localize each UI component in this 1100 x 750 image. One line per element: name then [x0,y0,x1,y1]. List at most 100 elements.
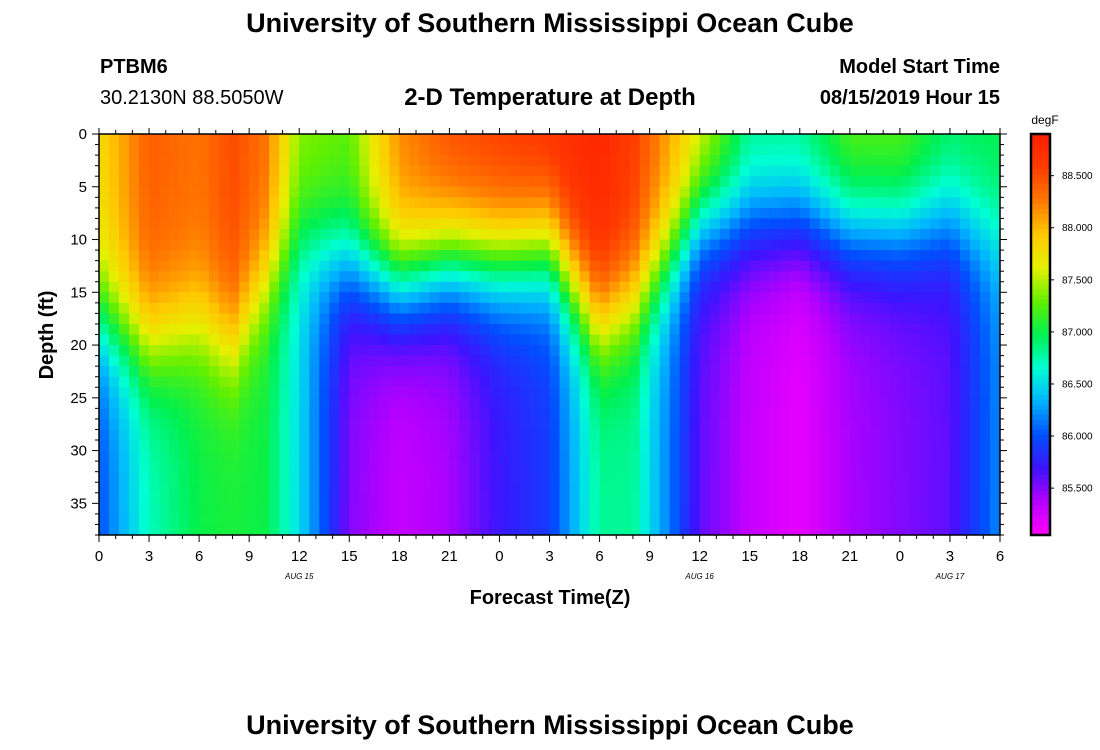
heatmap-cell [309,271,320,283]
heatmap-cell [139,271,150,283]
colorbar-swatch [1031,219,1050,225]
heatmap-cell [529,387,541,399]
heatmap-cell [459,218,471,230]
heatmap-cell [359,271,370,283]
heatmap-cell [209,440,220,452]
heatmap-cell [639,186,651,198]
heatmap-cell [679,355,691,367]
heatmap-cell [329,366,340,378]
heatmap-cell [639,260,651,272]
heatmap-cell [539,323,551,336]
heatmap-cell [519,334,531,346]
heatmap-cell [389,450,400,462]
heatmap-cell [779,513,791,526]
colorbar-swatch [1031,139,1050,145]
heatmap-cell [219,471,230,483]
heatmap-cell [929,482,941,494]
heatmap-cell [899,134,911,146]
heatmap-cell [309,228,320,241]
heatmap-cell [179,239,190,251]
heatmap-cell [849,155,861,167]
heatmap-cell [479,440,491,452]
heatmap-cell [979,503,991,515]
heatmap-cell [589,334,601,346]
heatmap-cell [329,260,340,272]
heatmap-cell [639,228,651,241]
heatmap-cell [849,492,861,504]
heatmap-cell [969,429,981,441]
heatmap-cell [429,334,440,346]
heatmap-cell [569,323,581,336]
heatmap-cell [489,155,501,167]
heatmap-cell [359,355,370,367]
heatmap-cell [819,513,831,526]
heatmap-cell [639,197,651,209]
heatmap-cell [229,418,240,431]
heatmap-cell [909,271,921,283]
heatmap-cell [939,471,951,483]
heatmap-cell [469,450,481,462]
heatmap-cell [669,323,681,336]
heatmap-cell [379,376,390,388]
heatmap-cell [949,492,961,504]
heatmap-cell [599,313,611,325]
heatmap-cell [619,250,631,262]
heatmap-cell [169,503,180,515]
heatmap-cell [299,271,310,283]
heatmap-cell [549,207,561,220]
heatmap-cell [949,397,961,409]
heatmap-cell [619,492,631,504]
heatmap-cell [509,513,521,526]
heatmap-cell [659,503,671,515]
heatmap-cell [509,492,521,504]
date-label: AUG 16 [684,572,714,581]
heatmap-cell [219,281,230,293]
heatmap-cell [659,355,671,367]
heatmap-cell [659,250,671,262]
heatmap-cell [409,355,420,367]
heatmap-cell [789,355,801,367]
heatmap-cell [289,323,300,336]
heatmap-cell [129,228,140,241]
heatmap-cell [369,503,380,515]
heatmap-cell [649,292,661,304]
heatmap-cell [719,207,731,220]
heatmap-cell [939,134,951,146]
heatmap-cell [869,492,881,504]
heatmap-cell [609,376,621,388]
heatmap-cell [179,165,190,177]
heatmap-cell [769,366,781,378]
heatmap-cell [979,281,991,293]
heatmap-cell [889,440,901,452]
heatmap-cell [649,271,661,283]
heatmap-cell [99,134,110,146]
heatmap-cell [359,228,370,241]
heatmap-cell [829,387,841,399]
colorbar-swatch [1031,319,1050,326]
heatmap-cell [179,228,190,241]
heatmap-cell [659,313,671,325]
heatmap-cell [299,155,310,167]
heatmap-cell [449,397,460,409]
heatmap-cell [759,260,771,272]
heatmap-cell [689,186,701,198]
heatmap-cell [759,345,771,357]
heatmap-cell [439,271,450,283]
heatmap-cell [499,281,511,293]
heatmap-cell [459,334,471,346]
heatmap-cell [109,471,120,483]
heatmap-cell [509,197,521,209]
heatmap-cell [329,218,340,230]
heatmap-cell [959,144,971,156]
heatmap-cell [669,513,681,526]
heatmap-cell [489,345,501,357]
heatmap-cell [829,134,841,146]
heatmap-cell [389,250,400,262]
heatmap-cell [669,450,681,462]
heatmap-cell [439,450,450,462]
heatmap-cell [379,524,390,535]
heatmap-cell [579,281,591,293]
heatmap-cell [919,313,931,325]
heatmap-cell [589,429,601,441]
heatmap-cell [559,218,571,230]
